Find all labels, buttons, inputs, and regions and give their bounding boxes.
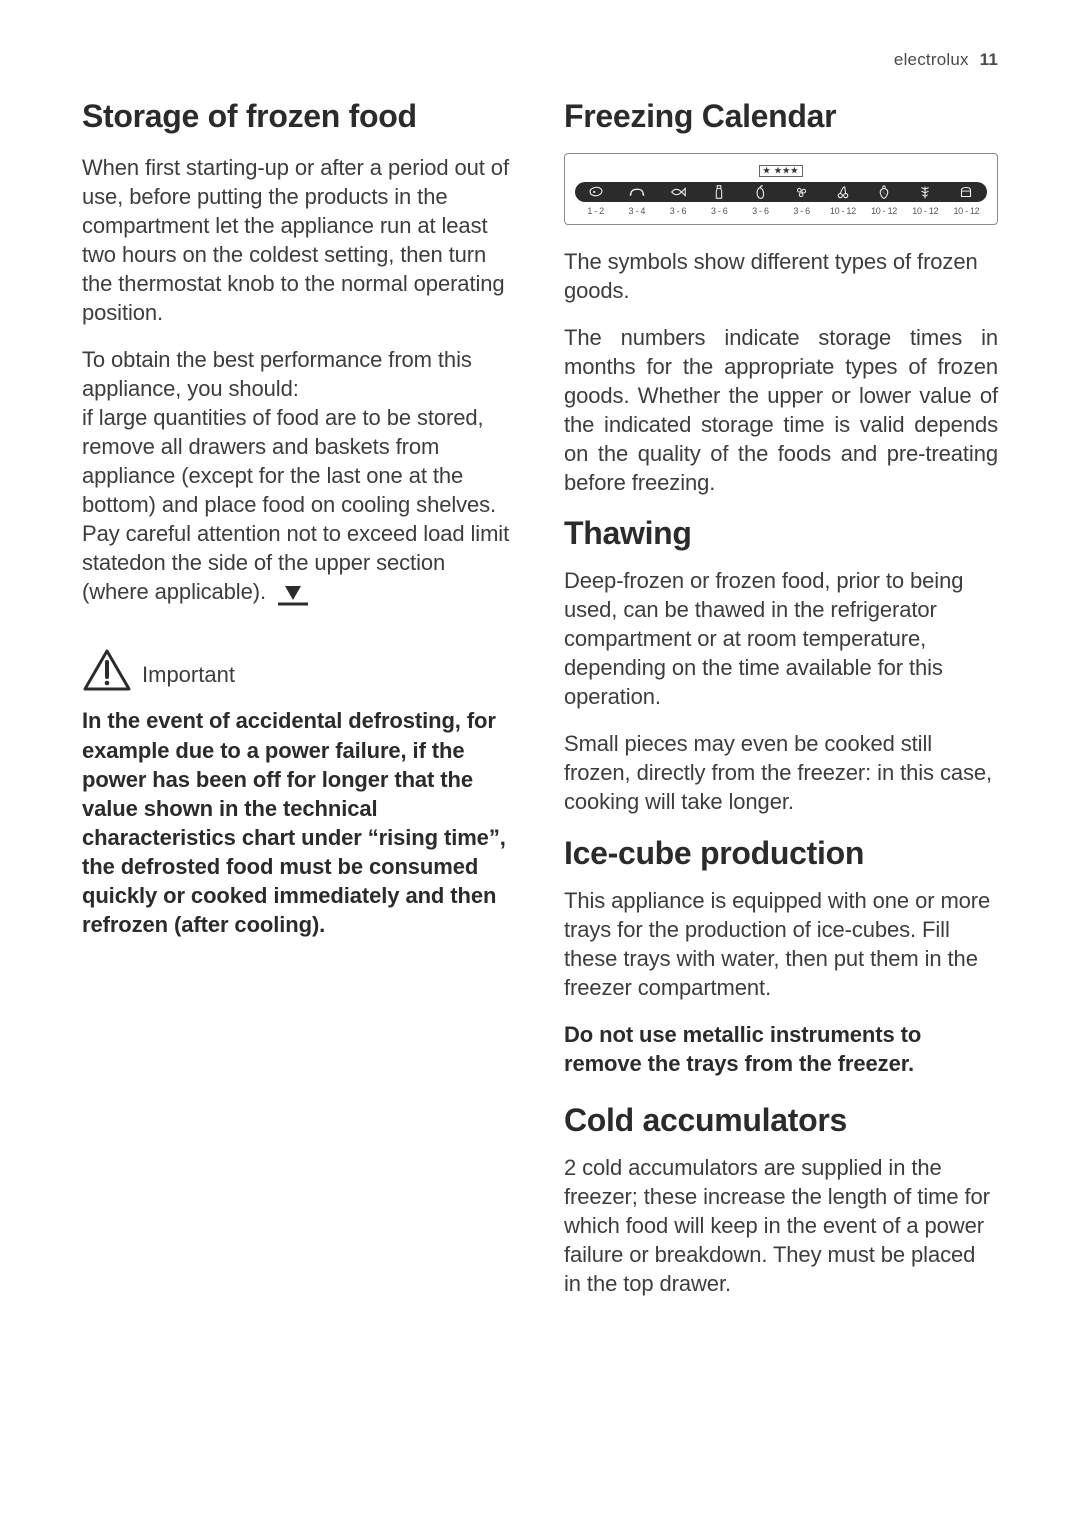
calendar-paragraph-1: The symbols show different types of froz…: [564, 247, 998, 305]
load-limit-icon: [276, 581, 310, 614]
storage-paragraph-2c: Pay careful attention not to exceed load…: [82, 519, 516, 614]
strawberry-icon: [863, 182, 904, 202]
calendar-range-6: 10 - 12: [822, 206, 863, 216]
calendar-range-9: 10 - 12: [946, 206, 987, 216]
herb-icon: [905, 182, 946, 202]
heading-storage: Storage of frozen food: [82, 98, 516, 135]
calendar-range-0: 1 - 2: [575, 206, 616, 216]
calendar-range-4: 3 - 6: [740, 206, 781, 216]
calendar-range-2: 3 - 6: [657, 206, 698, 216]
ice-paragraph-1: This appliance is equipped with one or m…: [564, 886, 998, 1002]
calendar-range-3: 3 - 6: [699, 206, 740, 216]
important-body: In the event of accidental defrosting, f…: [82, 706, 516, 938]
calendar-stars-icon: ★ ★★★: [575, 160, 987, 178]
page-number: 11: [980, 50, 998, 69]
fish-icon: [657, 182, 698, 202]
warning-triangle-icon: [82, 648, 132, 692]
cherry-icon: [822, 182, 863, 202]
storage-paragraph-2a: To obtain the best performance from this…: [82, 345, 516, 403]
meat-icon: [575, 182, 616, 202]
page: electrolux 11 Storage of frozen food Whe…: [82, 50, 998, 1316]
peas-icon: [781, 182, 822, 202]
brand-label: electrolux: [894, 50, 969, 69]
calendar-icon-strip: [575, 182, 987, 202]
calendar-paragraph-2: The numbers indicate storage times in mo…: [564, 323, 998, 497]
cold-accumulators-paragraph: 2 cold accumulators are supplied in the …: [564, 1153, 998, 1298]
calendar-range-5: 3 - 6: [781, 206, 822, 216]
heading-ice-cube: Ice-cube production: [564, 835, 998, 872]
page-header: electrolux 11: [82, 50, 998, 70]
important-callout: Important: [82, 648, 516, 692]
bread-icon: [946, 182, 987, 202]
thawing-paragraph-2: Small pieces may even be cooked still fr…: [564, 729, 998, 816]
heading-cold-accumulators: Cold accumulators: [564, 1102, 998, 1139]
storage-paragraph-1: When first starting-up or after a period…: [82, 153, 516, 327]
important-label: Important: [142, 662, 235, 688]
thawing-paragraph-1: Deep-frozen or frozen food, prior to bei…: [564, 566, 998, 711]
storage-paragraph-2b: if large quantities of food are to be st…: [82, 403, 516, 519]
heading-freezing-calendar: Freezing Calendar: [564, 98, 998, 135]
right-column: Freezing Calendar ★ ★★★ 1 - 23 - 43 - 63…: [564, 98, 998, 1316]
calendar-range-7: 10 - 12: [863, 206, 904, 216]
heading-thawing: Thawing: [564, 515, 998, 552]
freezing-calendar-figure: ★ ★★★ 1 - 23 - 43 - 63 - 63 - 63 - 610 -…: [564, 153, 998, 225]
left-column: Storage of frozen food When first starti…: [82, 98, 516, 1316]
sausage-icon: [616, 182, 657, 202]
pepper-icon: [740, 182, 781, 202]
calendar-number-row: 1 - 23 - 43 - 63 - 63 - 63 - 610 - 1210 …: [575, 206, 987, 216]
two-column-layout: Storage of frozen food When first starti…: [82, 98, 998, 1316]
ice-bold-warning: Do not use metallic instruments to remov…: [564, 1020, 998, 1078]
calendar-range-8: 10 - 12: [905, 206, 946, 216]
calendar-range-1: 3 - 4: [616, 206, 657, 216]
bottle-icon: [699, 182, 740, 202]
